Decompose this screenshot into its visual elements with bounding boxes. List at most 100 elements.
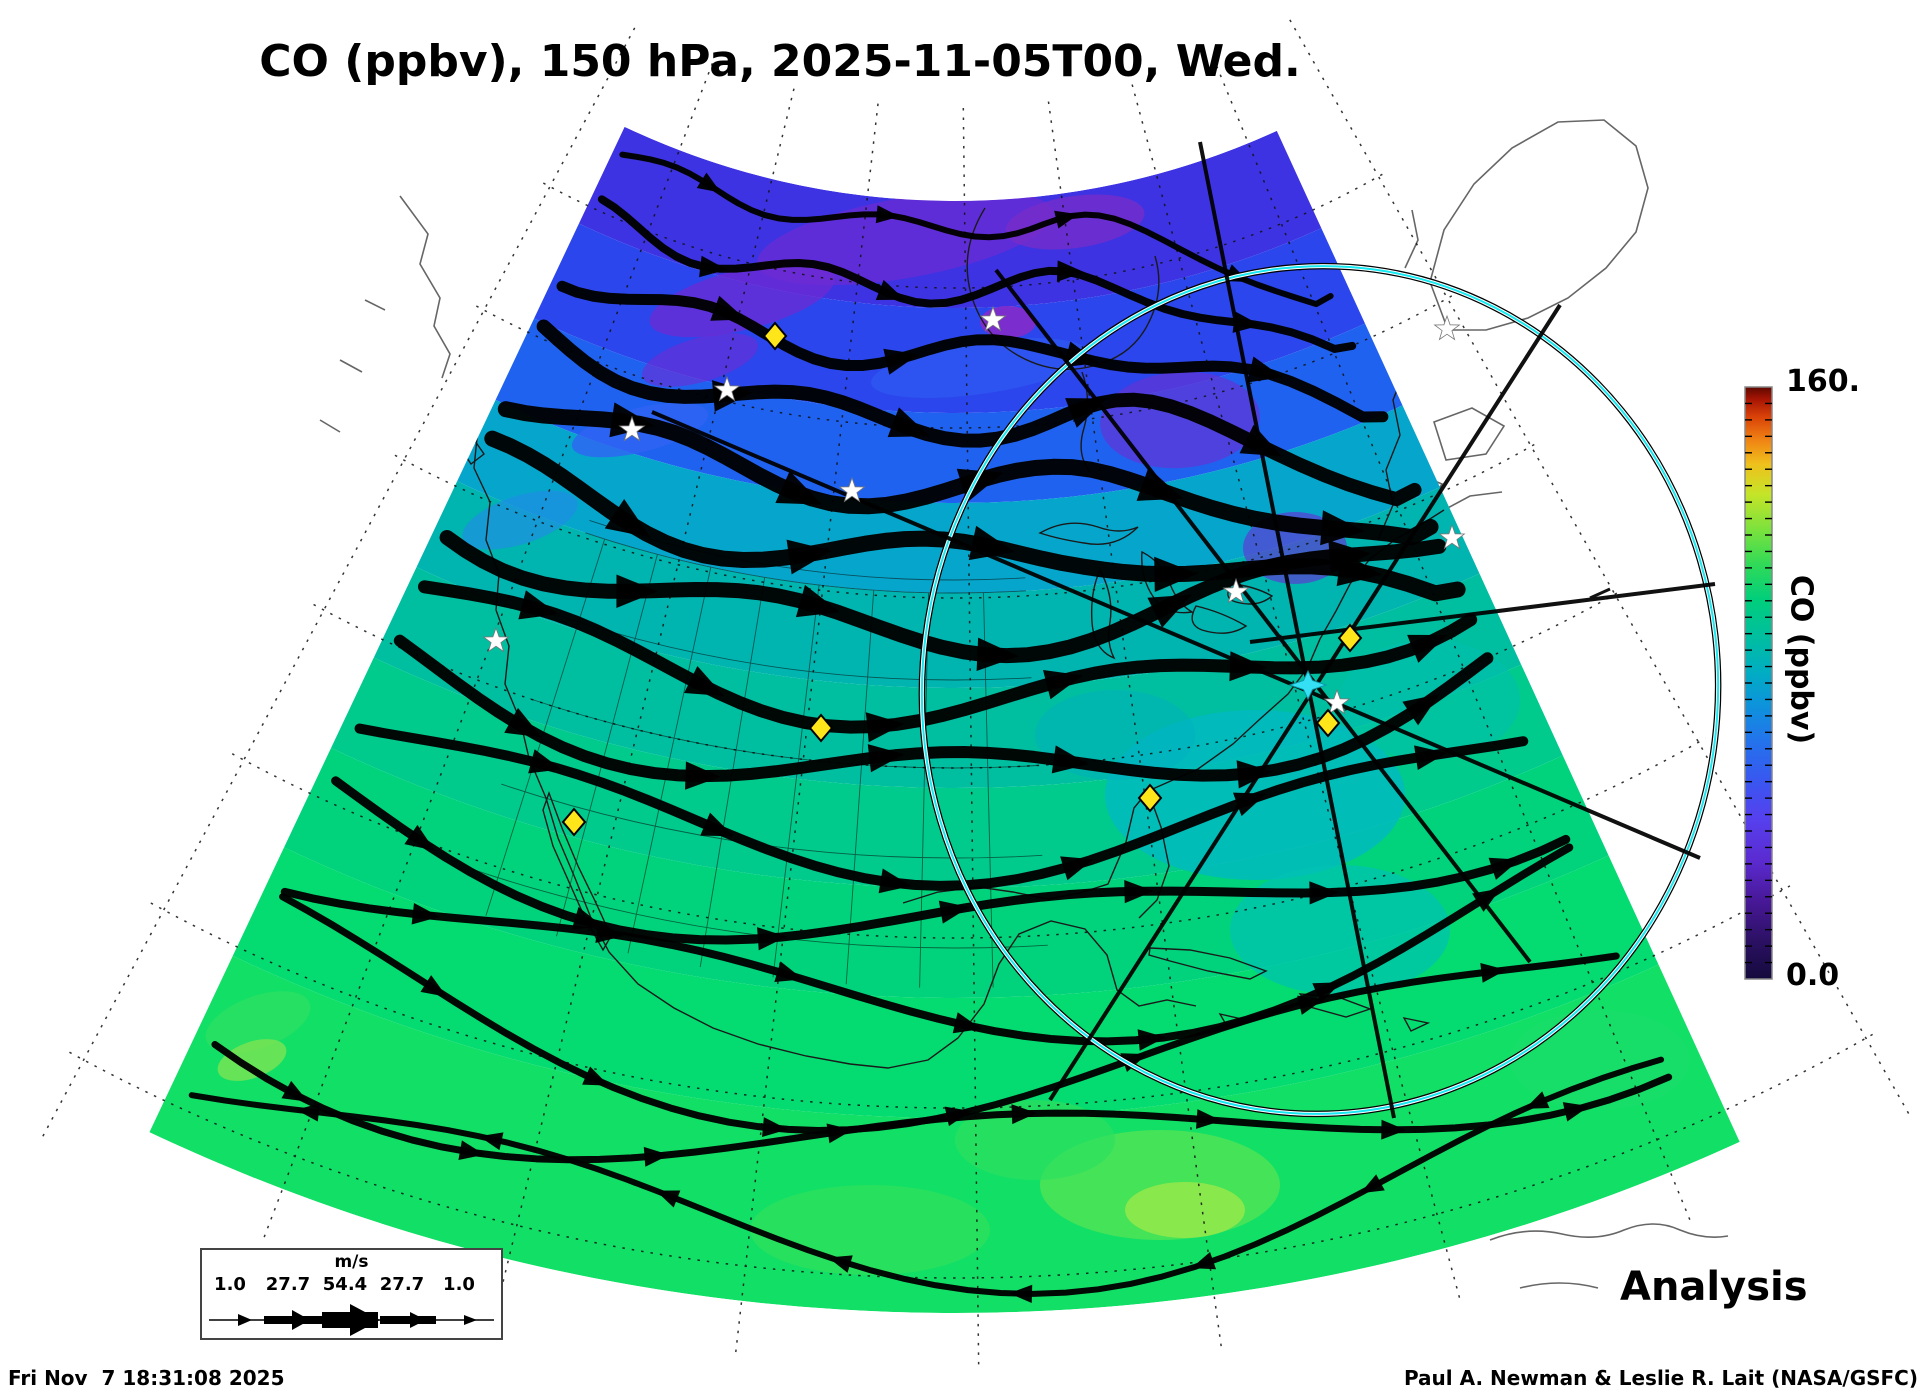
station-star-icon xyxy=(482,626,510,653)
station-star-icon xyxy=(1438,523,1466,550)
streamline-arrowhead-icon xyxy=(1402,694,1440,726)
coastline xyxy=(966,207,1160,371)
streamline xyxy=(439,529,1447,664)
track-line xyxy=(994,268,1532,964)
legend-units-label: m/s xyxy=(334,1252,369,1272)
co-blotch xyxy=(1125,1182,1245,1238)
co-band xyxy=(438,391,1459,593)
colorbar-title: CO (ppbv) xyxy=(1783,574,1819,745)
timestamp-label: Fri Nov 7 18:31:08 2025 xyxy=(8,1366,285,1390)
meridian-line xyxy=(494,88,795,1313)
station-diamond-icon xyxy=(1337,623,1363,653)
streamline-arrowhead-icon xyxy=(643,1146,670,1167)
station-diamond-icon xyxy=(1315,708,1341,738)
markers xyxy=(482,305,1466,837)
streamline-arrowhead-icon xyxy=(878,868,912,894)
streamline xyxy=(619,151,1334,308)
station-star-icon xyxy=(713,375,741,402)
streamline-arrowhead-icon xyxy=(1154,556,1198,592)
streamline xyxy=(556,280,1389,423)
streamline-arrowhead-icon xyxy=(684,666,725,696)
arrowhead-icon xyxy=(410,1312,426,1328)
streamline-arrowhead-icon xyxy=(887,407,930,438)
streamline-arrowhead-icon xyxy=(504,707,542,738)
track-line xyxy=(1198,141,1396,1119)
streamline-arrowhead-icon xyxy=(865,712,905,743)
colorbar-max-label: 160. xyxy=(1786,364,1861,399)
track-line xyxy=(1249,582,1716,644)
streamline-arrowhead-icon xyxy=(296,1103,320,1122)
meridian-line xyxy=(1131,84,1462,1302)
legend-value: 27.7 xyxy=(379,1274,425,1295)
streamline-arrowhead-icon xyxy=(875,205,900,224)
streamline-arrowhead-icon xyxy=(1011,1104,1037,1125)
streamline-arrowhead-icon xyxy=(1236,760,1273,789)
meridian-line xyxy=(1212,56,1692,1224)
station-star-icon xyxy=(838,476,866,503)
station-star-icon xyxy=(1222,577,1250,604)
streamline-arrowhead-icon xyxy=(1488,857,1520,880)
streamline-arrowhead-icon xyxy=(616,574,658,608)
streamline-arrowhead-icon xyxy=(1051,745,1089,774)
state-border-arc xyxy=(585,532,1027,594)
station-star-icon xyxy=(618,415,646,442)
streamline-arrowhead-icon xyxy=(411,903,440,925)
station-diamond-icon xyxy=(1137,783,1163,813)
streamline-arrowhead-icon xyxy=(1328,540,1371,574)
track-lines xyxy=(651,141,1716,1119)
co-blotch xyxy=(1230,865,1450,995)
coastline xyxy=(319,419,341,433)
meridian-line xyxy=(262,62,714,1241)
streamline-arrowhead-icon xyxy=(1414,745,1447,771)
co-blotch xyxy=(642,333,758,387)
coastline xyxy=(1519,1282,1599,1289)
coastline xyxy=(542,790,612,952)
streamline-arrowhead-icon xyxy=(1480,963,1507,983)
track-line xyxy=(1589,587,1611,600)
coastline xyxy=(849,920,1197,1069)
streamline-arrowhead-icon xyxy=(1360,1174,1385,1194)
page-title: CO (ppbv), 150 hPa, 2025-11-05T00, Wed. xyxy=(259,36,1301,87)
streamline-arrowhead-icon xyxy=(1297,995,1324,1015)
legend-value: 1.0 xyxy=(443,1274,475,1295)
coastline xyxy=(1402,1017,1431,1032)
station-diamond-icon xyxy=(808,713,834,743)
legend-value: 54.4 xyxy=(322,1274,368,1295)
streamline-arrowhead-icon xyxy=(762,1117,788,1137)
meridian-line xyxy=(734,103,879,1356)
state-border-line xyxy=(772,584,820,978)
co-blotch xyxy=(750,1185,990,1275)
state-border-line xyxy=(627,567,712,954)
streamline-arrowhead-icon xyxy=(404,824,435,851)
streamline-arrowhead-icon xyxy=(1232,311,1261,333)
streamline-arrowhead-icon xyxy=(1309,881,1339,905)
co-band xyxy=(206,835,1686,1118)
coastline xyxy=(399,195,451,379)
streamline xyxy=(211,1040,1673,1164)
state-border-line xyxy=(845,590,875,985)
streamline-arrowhead-icon xyxy=(795,584,841,618)
streamline-arrowhead-icon xyxy=(828,1255,853,1273)
streamline-arrowhead-icon xyxy=(1054,210,1079,229)
streamline-arrowhead-icon xyxy=(875,279,905,300)
coastline xyxy=(1489,1223,1729,1241)
streamline-arrowhead-icon xyxy=(757,927,787,951)
co-blotch xyxy=(462,490,578,550)
coastline xyxy=(423,231,453,313)
streamline-arrowhead-icon xyxy=(479,1132,504,1151)
streamline-arrowhead-icon xyxy=(976,637,1019,672)
parallel-line xyxy=(542,173,1383,289)
co-blotch xyxy=(955,1100,1115,1180)
streamline-arrowhead-icon xyxy=(1196,1109,1222,1129)
streamline-arrowhead-icon xyxy=(883,348,919,375)
arrowhead-icon xyxy=(292,1310,310,1330)
streamline-arrowhead-icon xyxy=(699,255,728,278)
streamline-arrowhead-icon xyxy=(1065,398,1108,428)
streamline-arrowhead-icon xyxy=(826,1123,853,1144)
streamline-arrowhead-icon xyxy=(775,470,822,505)
streamline xyxy=(536,319,1422,507)
streamline-arrowhead-icon xyxy=(952,1012,982,1034)
credit-label: Paul A. Newman & Leslie R. Lait (NASA/GS… xyxy=(1403,1366,1918,1390)
streamline-arrowhead-icon xyxy=(528,749,562,774)
streamline-arrowhead-icon xyxy=(1043,670,1083,700)
